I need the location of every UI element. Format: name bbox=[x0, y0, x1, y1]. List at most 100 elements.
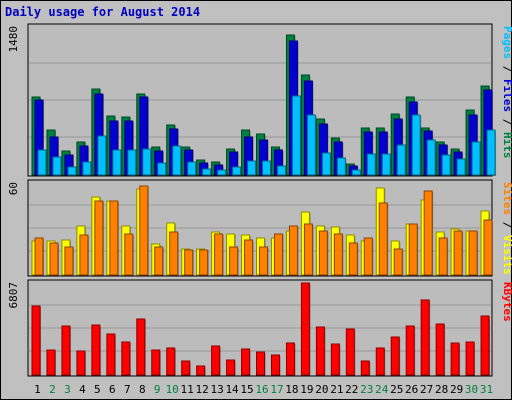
bar-kbytes-day-10 bbox=[166, 347, 176, 376]
bar-pages-day-28 bbox=[441, 154, 451, 176]
day-label-24: 24 bbox=[375, 383, 389, 396]
bar-kbytes-day-6 bbox=[106, 333, 116, 376]
day-label-5: 5 bbox=[94, 383, 101, 396]
bar-sites-day-22 bbox=[348, 242, 358, 276]
scale-max-label: 6807 bbox=[7, 282, 20, 309]
bar-kbytes-day-31 bbox=[480, 315, 490, 376]
bar-pages-day-24 bbox=[381, 153, 391, 176]
bar-pages-day-31 bbox=[486, 129, 496, 176]
bar-kbytes-day-22 bbox=[345, 328, 355, 376]
bar-kbytes-day-14 bbox=[226, 359, 236, 376]
chart-title: Daily usage for August 2014 bbox=[5, 5, 201, 19]
bar-pages-day-14 bbox=[232, 166, 242, 176]
bar-kbytes-day-30 bbox=[465, 341, 475, 376]
bar-pages-day-6 bbox=[112, 149, 122, 176]
bar-pages-day-9 bbox=[157, 162, 167, 176]
bar-pages-day-25 bbox=[396, 144, 406, 176]
bar-sites-day-3 bbox=[64, 246, 74, 276]
day-label-7: 7 bbox=[124, 383, 131, 396]
bar-kbytes-day-4 bbox=[76, 350, 86, 376]
day-label-18: 18 bbox=[285, 383, 298, 396]
bar-pages-day-7 bbox=[127, 149, 137, 176]
bar-kbytes-day-24 bbox=[375, 347, 385, 376]
bar-kbytes-day-28 bbox=[435, 323, 445, 376]
day-label-16: 16 bbox=[255, 383, 268, 396]
bar-kbytes-day-21 bbox=[330, 343, 340, 376]
bar-sites-day-11 bbox=[184, 249, 194, 276]
bar-sites-day-13 bbox=[214, 233, 224, 276]
bar-sites-day-20 bbox=[318, 230, 328, 276]
day-label-8: 8 bbox=[139, 383, 146, 396]
bar-pages-day-5 bbox=[97, 135, 107, 176]
bar-sites-day-25 bbox=[393, 248, 403, 276]
day-label-10: 10 bbox=[166, 383, 179, 396]
day-label-22: 22 bbox=[345, 383, 358, 396]
bar-pages-day-26 bbox=[411, 114, 421, 176]
bar-sites-day-9 bbox=[154, 246, 164, 276]
day-label-12: 12 bbox=[196, 383, 209, 396]
bar-pages-day-2 bbox=[52, 156, 62, 176]
bar-kbytes-day-1 bbox=[31, 305, 41, 376]
day-label-6: 6 bbox=[109, 383, 116, 396]
day-label-14: 14 bbox=[225, 383, 239, 396]
bar-sites-day-16 bbox=[259, 246, 269, 276]
bar-sites-day-2 bbox=[49, 242, 59, 276]
day-label-2: 2 bbox=[49, 383, 56, 396]
series-axis-label-part: Files bbox=[501, 79, 512, 112]
bar-sites-day-10 bbox=[169, 231, 179, 276]
bar-pages-day-16 bbox=[262, 160, 272, 176]
day-label-26: 26 bbox=[405, 383, 418, 396]
bar-kbytes-day-29 bbox=[450, 342, 460, 376]
day-label-1: 1 bbox=[34, 383, 41, 396]
series-axis-label-part: / bbox=[501, 112, 512, 132]
bar-pages-day-15 bbox=[247, 160, 257, 176]
bar-pages-day-17 bbox=[276, 165, 286, 176]
bar-sites-day-5 bbox=[94, 200, 104, 276]
bar-kbytes-day-16 bbox=[256, 351, 266, 376]
bar-sites-day-6 bbox=[109, 200, 119, 276]
bar-pages-day-1 bbox=[37, 149, 47, 176]
day-label-27: 27 bbox=[420, 383, 433, 396]
series-axis-label-part: KBytes bbox=[501, 282, 512, 322]
bar-sites-day-12 bbox=[199, 249, 209, 276]
day-label-23: 23 bbox=[360, 383, 373, 396]
day-label-11: 11 bbox=[181, 383, 194, 396]
bar-sites-day-24 bbox=[378, 202, 388, 276]
series-axis-label-part: / bbox=[501, 59, 512, 79]
bar-kbytes-day-11 bbox=[181, 360, 191, 376]
bar-kbytes-day-27 bbox=[420, 299, 430, 376]
bar-kbytes-day-23 bbox=[360, 360, 370, 376]
bar-sites-day-28 bbox=[438, 237, 448, 276]
bar-sites-day-29 bbox=[453, 230, 463, 276]
bar-sites-day-26 bbox=[408, 223, 418, 276]
bar-pages-day-8 bbox=[142, 148, 152, 176]
day-label-21: 21 bbox=[330, 383, 343, 396]
bar-kbytes-day-9 bbox=[151, 349, 161, 376]
bar-pages-day-30 bbox=[471, 141, 481, 176]
bar-kbytes-day-2 bbox=[46, 349, 56, 376]
day-label-20: 20 bbox=[315, 383, 328, 396]
bar-sites-day-30 bbox=[468, 230, 478, 276]
bar-kbytes-day-5 bbox=[91, 324, 101, 376]
day-label-29: 29 bbox=[450, 383, 463, 396]
bar-kbytes-day-8 bbox=[136, 318, 146, 376]
bar-pages-day-13 bbox=[217, 169, 227, 176]
bar-kbytes-day-26 bbox=[405, 325, 415, 376]
bar-pages-day-20 bbox=[321, 152, 331, 176]
bar-pages-day-23 bbox=[366, 153, 376, 176]
day-label-30: 30 bbox=[465, 383, 478, 396]
bar-pages-day-18 bbox=[291, 95, 301, 176]
bar-kbytes-day-17 bbox=[270, 354, 280, 376]
day-label-13: 13 bbox=[210, 383, 223, 396]
bar-sites-day-18 bbox=[288, 225, 298, 276]
bar-sites-day-17 bbox=[273, 233, 283, 276]
bar-pages-day-19 bbox=[306, 114, 316, 176]
day-label-17: 17 bbox=[270, 383, 283, 396]
bar-kbytes-day-20 bbox=[315, 326, 325, 376]
bar-sites-day-27 bbox=[423, 190, 433, 276]
bar-kbytes-day-15 bbox=[241, 348, 251, 376]
bar-kbytes-day-12 bbox=[196, 365, 206, 376]
bar-kbytes-day-3 bbox=[61, 325, 71, 376]
bar-sites-day-14 bbox=[229, 246, 239, 276]
